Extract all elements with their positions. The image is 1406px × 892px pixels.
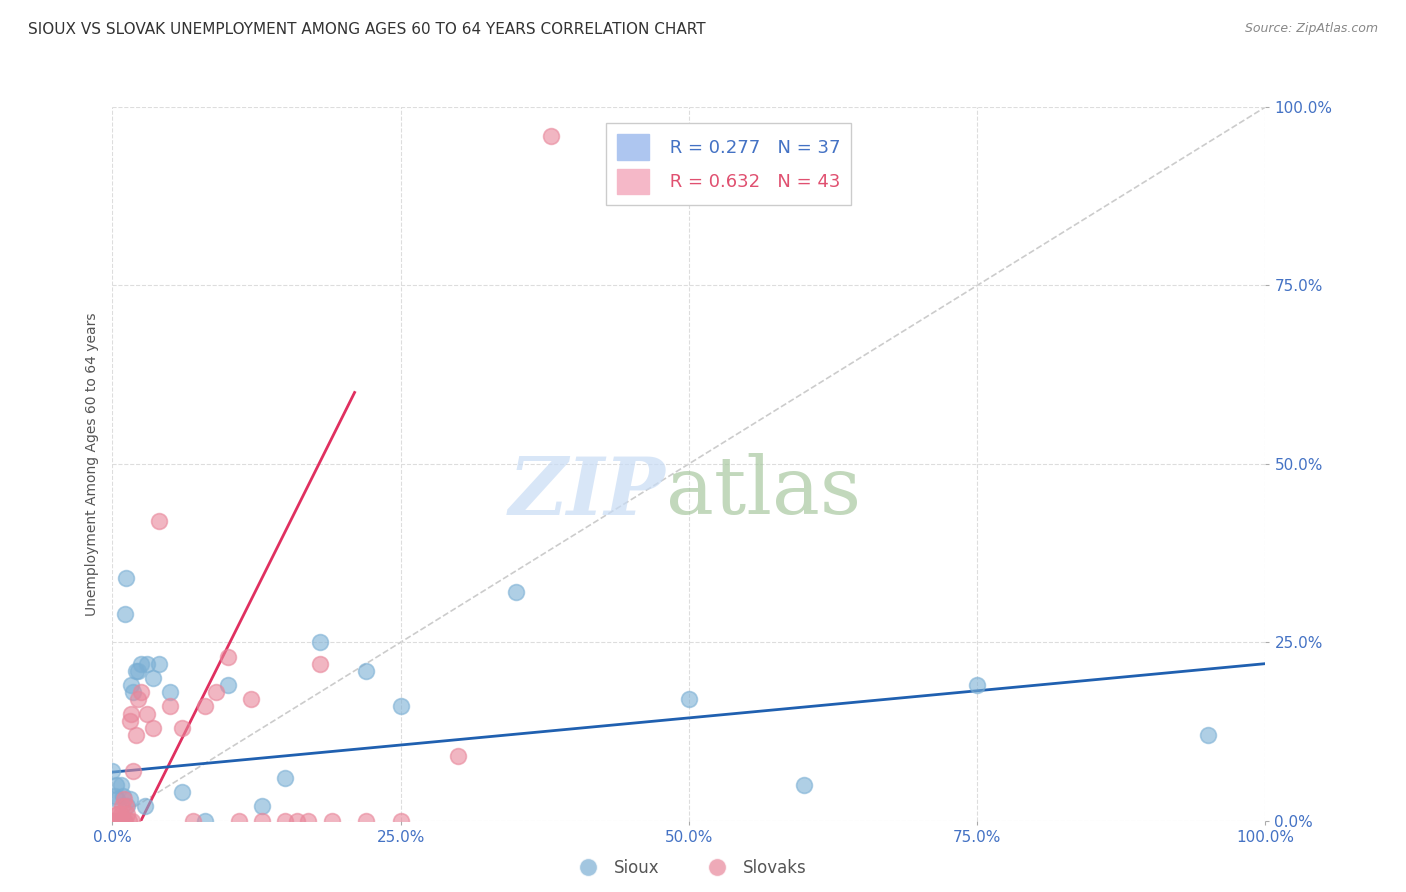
Point	[793, 778, 815, 792]
Point	[120, 678, 142, 692]
Point	[252, 814, 274, 828]
Point	[117, 814, 139, 828]
Point	[252, 799, 274, 814]
Point	[285, 814, 308, 828]
Text: SIOUX VS SLOVAK UNEMPLOYMENT AMONG AGES 60 TO 64 YEARS CORRELATION CHART: SIOUX VS SLOVAK UNEMPLOYMENT AMONG AGES …	[28, 22, 706, 37]
Point	[118, 714, 141, 728]
Point	[107, 814, 129, 828]
Point	[115, 799, 138, 814]
Point	[136, 706, 159, 721]
Point	[274, 814, 297, 828]
Point	[111, 799, 134, 814]
Point	[194, 814, 217, 828]
Point	[217, 678, 239, 692]
Point	[447, 749, 470, 764]
Text: atlas: atlas	[666, 453, 860, 532]
Point	[159, 699, 181, 714]
Point	[122, 685, 145, 699]
Point	[159, 685, 181, 699]
Point	[117, 806, 139, 821]
Point	[389, 814, 412, 828]
Point	[354, 664, 377, 678]
Point	[309, 635, 332, 649]
Point	[120, 706, 142, 721]
Point	[228, 814, 250, 828]
Point	[194, 699, 217, 714]
Point	[170, 721, 193, 735]
Point	[104, 789, 127, 803]
Point	[124, 664, 146, 678]
Point	[111, 814, 134, 828]
Point	[111, 814, 134, 828]
Point	[134, 799, 156, 814]
Point	[129, 657, 153, 671]
Point	[115, 571, 138, 585]
Point	[111, 789, 134, 803]
Point	[121, 814, 143, 828]
Point	[217, 649, 239, 664]
Point	[297, 814, 319, 828]
Point	[104, 814, 127, 828]
Point	[354, 814, 377, 828]
Point	[108, 814, 131, 828]
Point	[136, 657, 159, 671]
Point	[678, 692, 700, 706]
Point	[101, 764, 124, 778]
Y-axis label: Unemployment Among Ages 60 to 64 years: Unemployment Among Ages 60 to 64 years	[84, 312, 98, 615]
Point	[142, 671, 165, 685]
Point	[105, 792, 128, 806]
Point	[1197, 728, 1219, 742]
Point	[540, 128, 562, 143]
Point	[118, 792, 141, 806]
Point	[274, 771, 297, 785]
Point	[239, 692, 262, 706]
Point	[122, 764, 145, 778]
Legend: Sioux, Slovaks: Sioux, Slovaks	[565, 853, 813, 884]
Point	[108, 814, 131, 828]
Text: ZIP: ZIP	[509, 454, 666, 531]
Point	[103, 814, 125, 828]
Point	[104, 814, 127, 828]
Point	[148, 657, 170, 671]
Point	[124, 728, 146, 742]
Point	[966, 678, 988, 692]
Point	[181, 814, 204, 828]
Point	[142, 721, 165, 735]
Point	[148, 514, 170, 528]
Point	[205, 685, 228, 699]
Point	[505, 585, 527, 599]
Point	[110, 806, 132, 821]
Point	[112, 792, 135, 806]
Point	[129, 685, 153, 699]
Point	[101, 814, 124, 828]
Point	[110, 778, 132, 792]
Point	[170, 785, 193, 799]
Point	[127, 692, 149, 706]
Point	[389, 699, 412, 714]
Point	[321, 814, 343, 828]
Point	[309, 657, 332, 671]
Point	[114, 814, 136, 828]
Point	[105, 806, 128, 821]
Point	[127, 664, 149, 678]
Point	[104, 778, 127, 792]
Point	[114, 607, 136, 621]
Point	[107, 806, 129, 821]
Text: Source: ZipAtlas.com: Source: ZipAtlas.com	[1244, 22, 1378, 36]
Point	[112, 814, 135, 828]
Point	[117, 799, 139, 814]
